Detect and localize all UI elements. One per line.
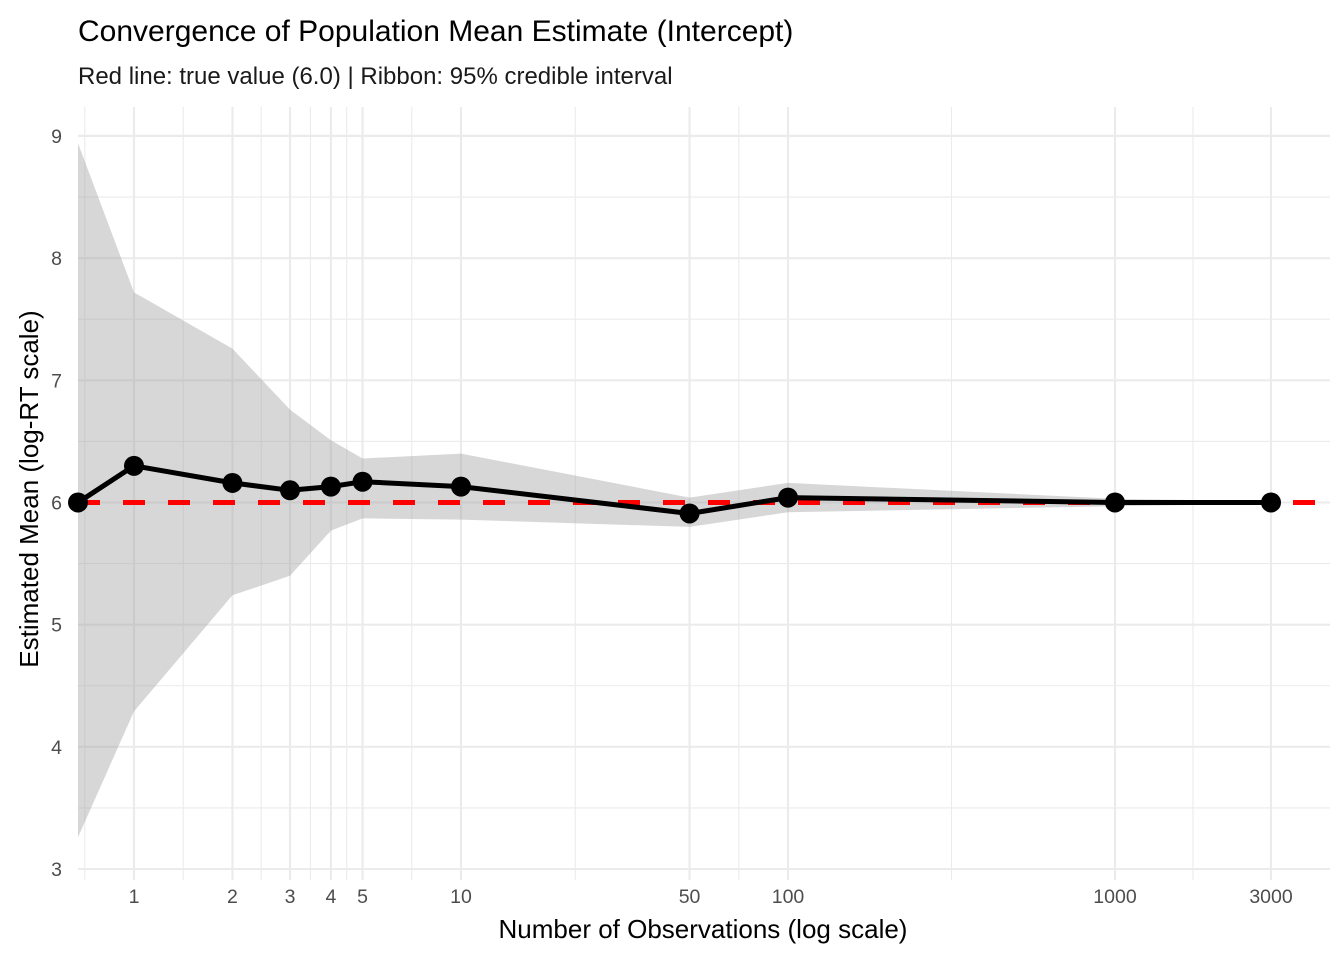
estimate-point: [124, 455, 144, 476]
estimate-point: [778, 487, 798, 508]
y-tick-label: 4: [51, 737, 62, 759]
estimate-point: [320, 476, 341, 497]
y-tick-label: 5: [51, 615, 62, 637]
estimate-point: [280, 480, 301, 501]
minor-gridlines: [78, 107, 1330, 880]
x-tick-label: 2: [227, 886, 238, 908]
estimate-point: [1105, 492, 1125, 513]
credible-interval-ribbon-layer: [78, 143, 1271, 838]
x-tick-label: 1000: [1093, 886, 1137, 908]
x-axis-title: Number of Observations (log scale): [499, 914, 908, 944]
y-axis-tick-labels: 3 4 5 6 7 8 9: [51, 126, 62, 881]
y-tick-label: 3: [51, 859, 62, 881]
credible-interval-ribbon: [78, 143, 1271, 838]
chart-subtitle: Red line: true value (6.0) | Ribbon: 95%…: [78, 63, 673, 90]
x-tick-label: 3: [285, 886, 296, 908]
x-tick-label: 3000: [1249, 886, 1293, 908]
y-tick-label: 7: [51, 370, 62, 392]
y-axis-title: Estimated Mean (log-RT scale): [14, 310, 44, 667]
x-tick-label: 100: [772, 886, 805, 908]
x-tick-label: 5: [357, 886, 368, 908]
x-tick-label: 4: [325, 886, 336, 908]
x-axis-tick-labels: 1 2 3 4 5 10 50 100 1000 3000: [129, 886, 1293, 908]
estimate-point: [68, 492, 88, 513]
y-tick-label: 6: [51, 492, 62, 514]
major-gridlines: [78, 107, 1330, 880]
x-tick-label: 10: [450, 886, 472, 908]
y-tick-label: 8: [51, 248, 62, 270]
estimate-point: [451, 476, 471, 497]
estimate-points-layer: [68, 455, 1282, 524]
estimate-point: [1261, 492, 1282, 513]
x-tick-label: 1: [129, 886, 140, 908]
chart-title: Convergence of Population Mean Estimate …: [78, 15, 793, 48]
estimate-point: [352, 471, 373, 492]
estimate-point: [679, 503, 700, 524]
y-tick-label: 9: [51, 126, 62, 148]
estimate-point: [222, 472, 243, 493]
x-tick-label: 50: [679, 886, 701, 908]
